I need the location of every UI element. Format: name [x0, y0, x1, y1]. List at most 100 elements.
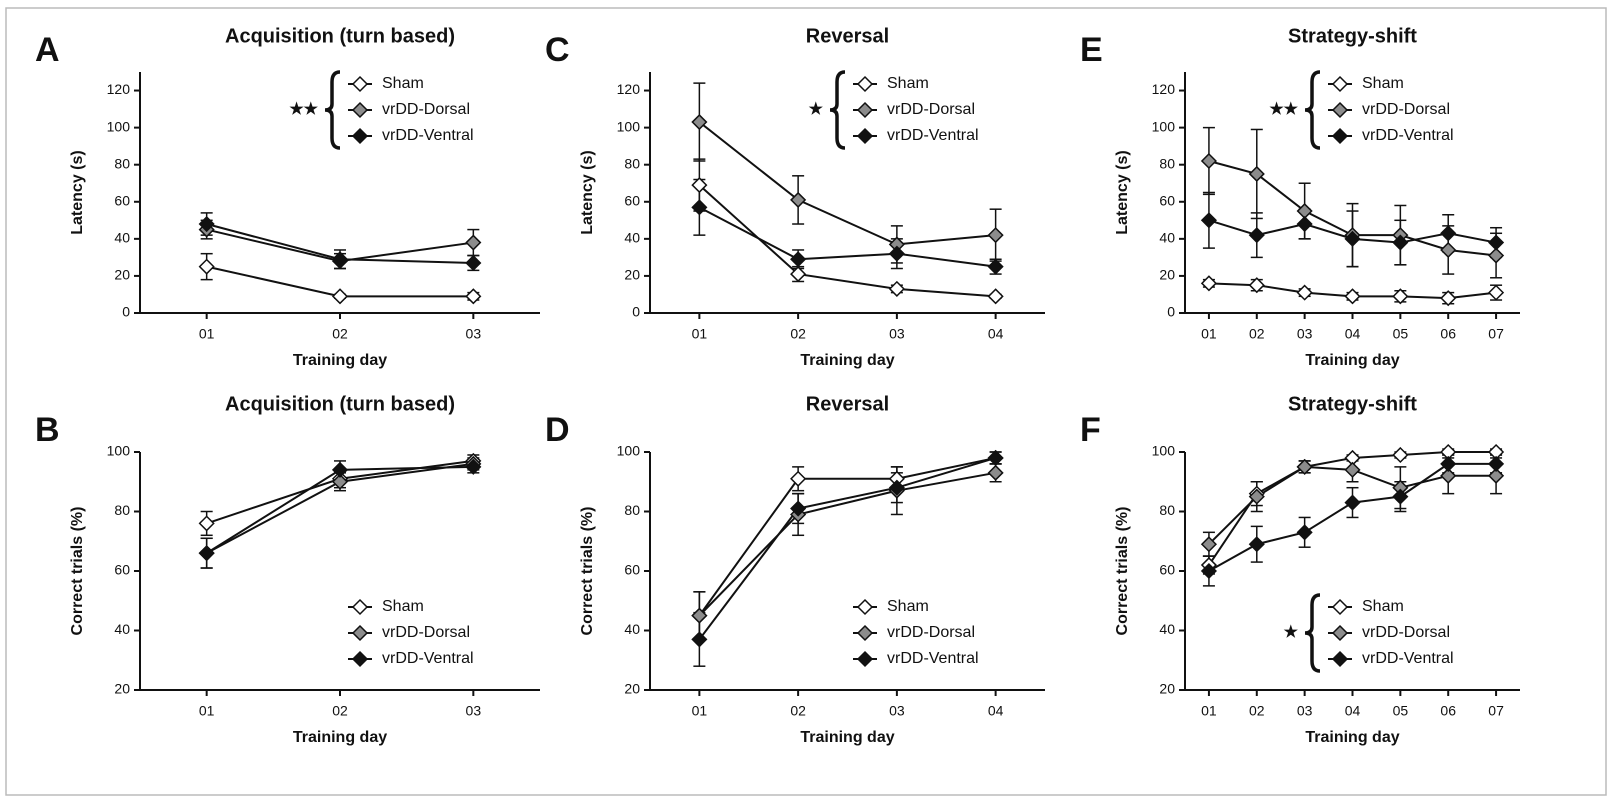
data-point: [465, 234, 482, 251]
x-axis-label: Training day: [800, 729, 894, 746]
x-tick-label: 04: [988, 703, 1004, 719]
legend-marker: [856, 650, 874, 668]
data-point: [465, 288, 482, 305]
significance-brace: [1304, 70, 1321, 150]
legend-label: vrDD-Dorsal: [382, 624, 470, 641]
x-tick-label: 03: [1297, 326, 1313, 342]
x-tick-label: 03: [1297, 703, 1313, 719]
data-point: [198, 545, 215, 562]
data-point: [198, 215, 215, 233]
x-axis-label: Training day: [293, 352, 387, 369]
data-point: [790, 266, 807, 283]
panel-label: C: [545, 31, 570, 69]
data-point: [1296, 524, 1313, 541]
y-tick-label: 0: [632, 304, 640, 320]
legend-label: Sham: [1362, 598, 1404, 615]
data-point: [1488, 455, 1505, 472]
figure-frame: [5, 7, 1607, 796]
data-point: [1344, 494, 1361, 511]
x-tick-label: 07: [1488, 326, 1504, 342]
data-point: [888, 280, 905, 297]
legend-marker: [856, 598, 874, 616]
x-tick-label: 03: [466, 703, 482, 719]
x-tick-label: 02: [332, 326, 348, 342]
x-axis-label: Training day: [1305, 352, 1399, 369]
chart-title: Reversal: [806, 25, 889, 47]
y-tick-label: 120: [107, 81, 131, 97]
significance-annotation: ★: [809, 101, 824, 118]
x-tick-label: 01: [1201, 326, 1217, 342]
data-point: [1248, 488, 1265, 505]
y-axis-label: Correct trials (%): [1114, 507, 1131, 636]
y-tick-label: 60: [624, 562, 640, 578]
data-point: [691, 113, 708, 131]
legend-marker: [1331, 598, 1349, 616]
y-tick-label: 80: [1159, 502, 1175, 518]
data-point: [465, 458, 482, 475]
x-tick-label: 04: [1345, 326, 1361, 342]
y-tick-label: 0: [1167, 304, 1175, 320]
y-tick-label: 20: [1159, 681, 1175, 697]
data-point: [1440, 455, 1457, 472]
y-axis-label: Correct trials (%): [69, 507, 86, 636]
x-tick-label: 05: [1393, 703, 1409, 719]
legend-marker: [351, 101, 369, 119]
data-point: [1200, 212, 1217, 229]
legend-label: vrDD-Dorsal: [887, 101, 975, 118]
legend-label: vrDD-Ventral: [382, 127, 474, 144]
panel-label: F: [1080, 411, 1101, 449]
data-point: [331, 461, 349, 478]
y-tick-label: 20: [624, 681, 640, 697]
x-tick-label: 04: [1345, 703, 1361, 719]
y-axis-label: Latency (s): [1114, 150, 1131, 234]
data-point: [1392, 488, 1409, 505]
y-tick-label: 100: [617, 118, 641, 134]
x-tick-label: 01: [199, 703, 215, 719]
data-point: [1296, 215, 1313, 233]
data-point: [1440, 225, 1457, 242]
data-point: [1200, 275, 1217, 292]
legend-label: vrDD-Ventral: [1362, 650, 1454, 667]
legend-label: vrDD-Dorsal: [382, 101, 470, 118]
data-point: [1440, 241, 1457, 259]
data-point: [1296, 458, 1313, 475]
x-tick-label: 06: [1440, 703, 1456, 719]
legend-label: Sham: [887, 75, 929, 92]
x-tick-label: 02: [790, 326, 806, 342]
legend-marker: [1331, 624, 1349, 642]
panel-label: E: [1080, 31, 1103, 69]
y-tick-label: 0: [122, 304, 130, 320]
data-point: [987, 464, 1004, 481]
y-tick-label: 60: [114, 562, 130, 578]
legend-marker: [351, 75, 369, 93]
y-tick-label: 100: [107, 118, 131, 134]
data-point: [1200, 536, 1217, 553]
y-tick-label: 60: [1159, 192, 1175, 208]
x-tick-label: 07: [1488, 703, 1504, 719]
x-axis-label: Training day: [1305, 729, 1399, 746]
legend-marker: [351, 650, 369, 668]
series-line: [698, 206, 996, 268]
y-axis-label: Latency (s): [69, 150, 86, 234]
y-tick-label: 20: [624, 267, 640, 283]
data-point: [691, 607, 708, 624]
y-tick-label: 100: [617, 443, 641, 459]
significance-brace: [324, 70, 341, 150]
x-tick-label: 05: [1393, 326, 1409, 342]
legend-label: Sham: [382, 598, 424, 615]
data-point: [987, 288, 1004, 305]
panel-label: A: [35, 31, 60, 69]
data-point: [1200, 562, 1217, 580]
legend-label: vrDD-Ventral: [382, 650, 474, 667]
y-axis-label: Correct trials (%): [579, 507, 596, 636]
y-tick-label: 40: [624, 621, 640, 637]
data-point: [1248, 536, 1265, 553]
y-tick-label: 20: [1159, 267, 1175, 283]
y-tick-label: 60: [114, 192, 130, 208]
chart-title: Strategy-shift: [1288, 393, 1417, 415]
series-line: [698, 184, 996, 298]
panel-label: B: [35, 411, 60, 449]
x-tick-label: 02: [332, 703, 348, 719]
x-tick-label: 02: [1249, 326, 1265, 342]
